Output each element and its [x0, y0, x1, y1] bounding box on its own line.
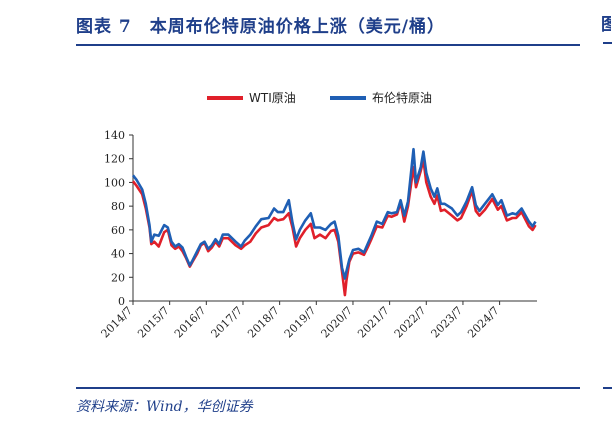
- x-tick-label: 2020/7: [319, 304, 356, 341]
- x-tick-label: 2024/7: [465, 304, 502, 341]
- x-tick-label: 2016/7: [172, 304, 209, 341]
- next-figure-title-rule: [603, 42, 612, 44]
- series-lines: [131, 147, 537, 297]
- x-tick-label: 2019/7: [282, 304, 319, 341]
- source-note: 资料来源：Wind，华创证券: [76, 399, 253, 415]
- x-tick-label: 2018/7: [245, 304, 282, 341]
- y-tick-label: 120: [104, 153, 125, 166]
- legend-label-wti: WTI原油: [249, 91, 296, 105]
- x-tick-label: 2017/7: [209, 304, 246, 341]
- source-rule: [76, 387, 580, 389]
- legend-label-brent: 布伦特原油: [372, 90, 432, 105]
- x-tick-label: 2021/7: [355, 304, 392, 341]
- figure-title: 图表 7 本周布伦特原油价格上涨（美元/桶）: [76, 17, 445, 37]
- y-tick-label: 0: [118, 295, 125, 308]
- y-tick-label: 100: [104, 176, 125, 189]
- y-tick-label: 20: [111, 271, 125, 284]
- y-tick-label: 140: [104, 129, 125, 142]
- x-tick-label: 2015/7: [135, 304, 172, 341]
- y-tick-label: 40: [111, 248, 125, 261]
- title-bar: 图表 7 本周布伦特原油价格上涨（美元/桶）: [76, 6, 580, 46]
- x-tick-label: 2023/7: [429, 304, 466, 341]
- next-figure-source-rule: [603, 387, 612, 389]
- series-line-wti: [131, 158, 537, 297]
- next-figure-title-fragment: 图: [601, 15, 611, 34]
- series-line-brent: [131, 147, 537, 280]
- x-tick-label: 2014/7: [99, 304, 136, 341]
- x-tick-label: 2022/7: [392, 304, 429, 341]
- y-tick-label: 80: [111, 200, 125, 213]
- y-tick-label: 60: [111, 224, 125, 237]
- legend: WTI原油 布伦特原油: [207, 90, 432, 105]
